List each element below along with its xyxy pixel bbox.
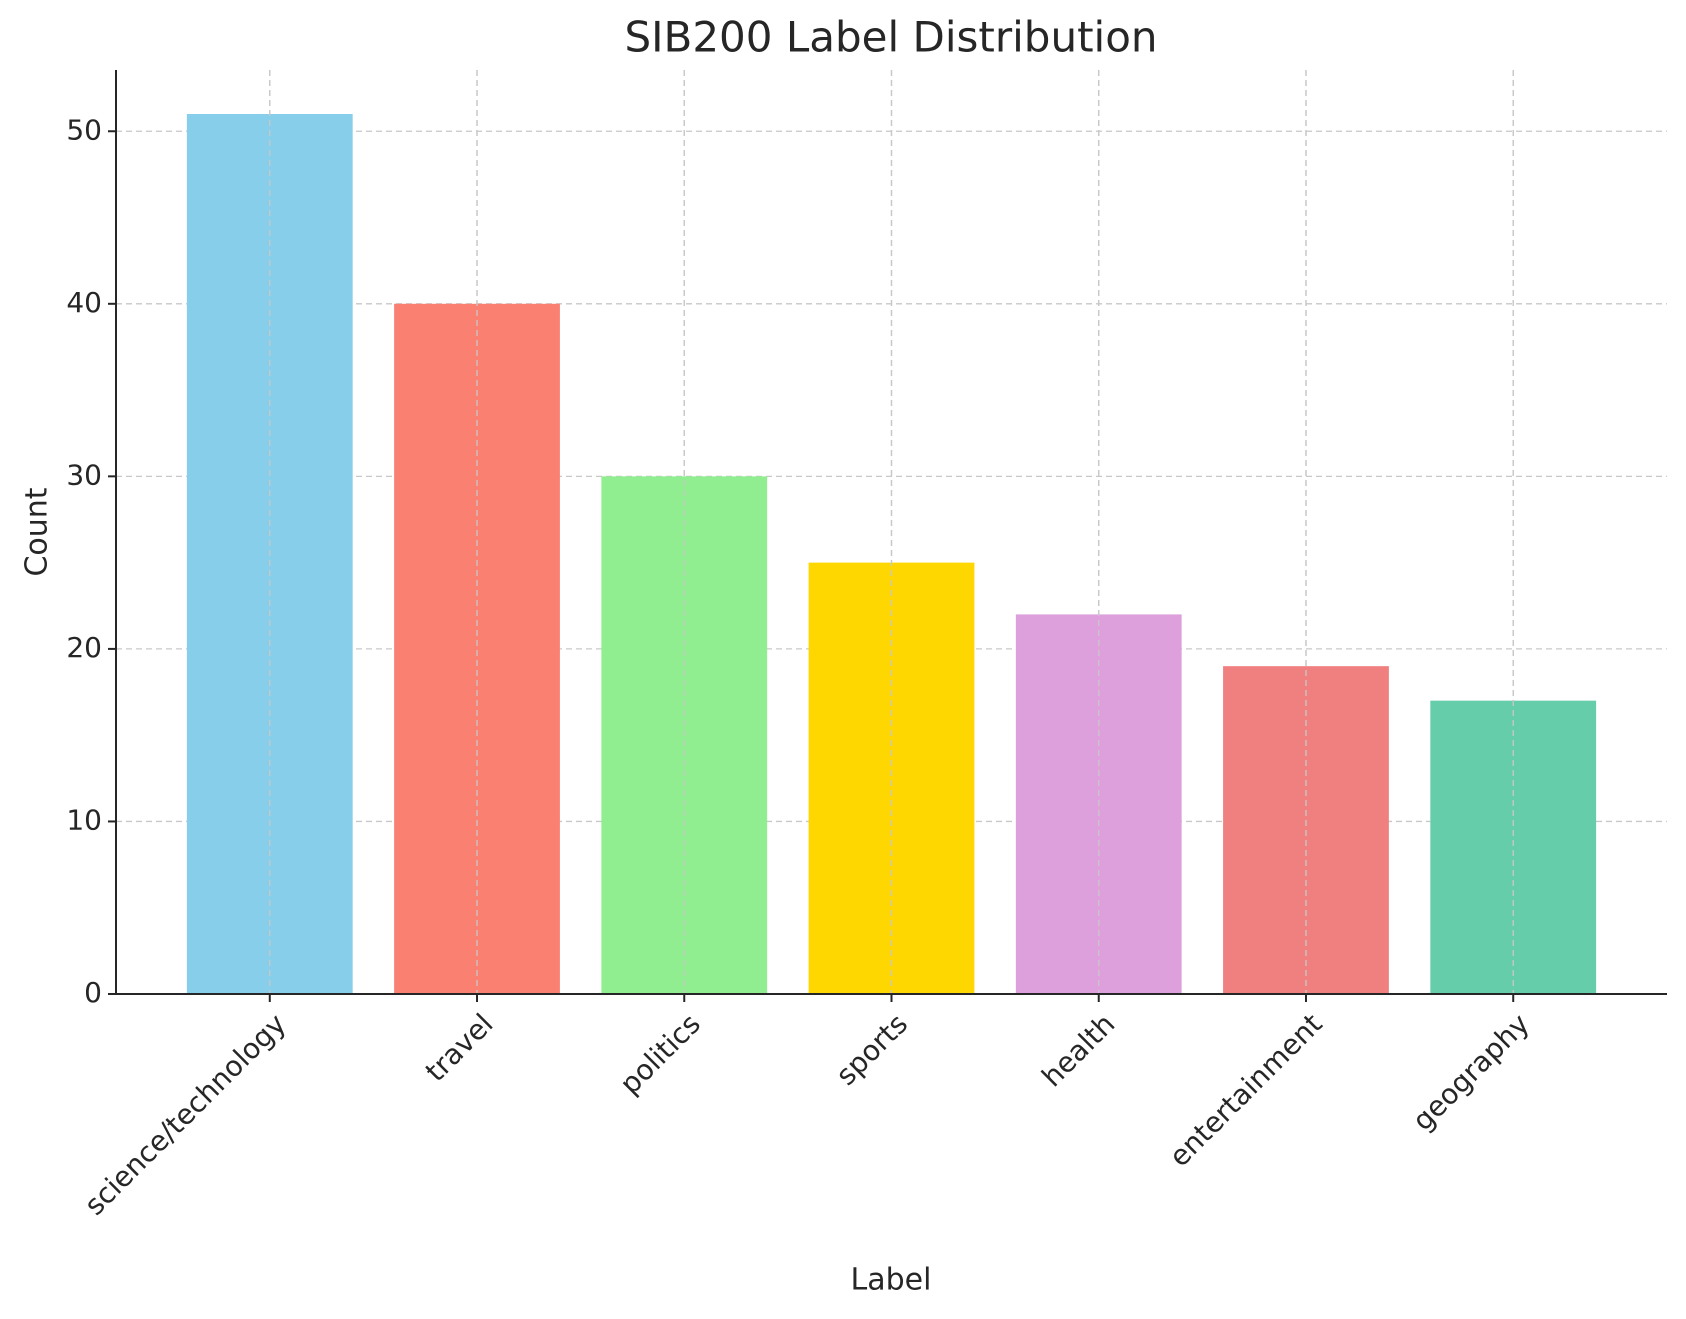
x-tick-label: health [1035,1007,1121,1093]
bar [808,562,975,994]
x-axis-label: Label [851,1263,932,1298]
x-tick-label: sports [830,1007,915,1092]
x-tick-label: science/technology [78,1007,292,1221]
y-tick-label: 50 [66,113,102,146]
x-tick-label: entertainment [1163,1007,1329,1173]
chart-title: SIB200 Label Distribution [624,13,1157,62]
x-tick-label: travel [419,1007,500,1088]
x-tick-label: geography [1406,1007,1536,1137]
bar [394,303,560,994]
x-tick-label: politics [613,1007,706,1100]
y-tick-label: 0 [84,976,102,1009]
y-tick-label: 30 [66,458,102,491]
y-tick-label: 40 [66,286,102,319]
y-tick-label: 10 [66,803,102,836]
y-axis-label: Count [20,487,55,576]
y-tick-label: 20 [66,631,102,664]
